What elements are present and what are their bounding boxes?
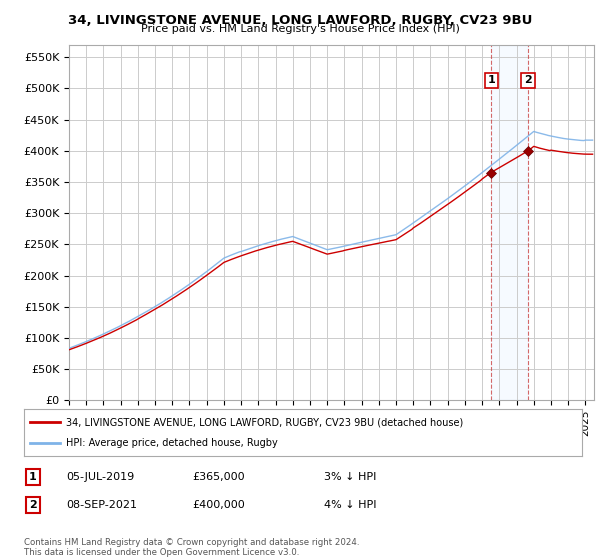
Text: 08-SEP-2021: 08-SEP-2021 xyxy=(66,500,137,510)
Text: 2: 2 xyxy=(29,500,37,510)
Text: HPI: Average price, detached house, Rugby: HPI: Average price, detached house, Rugb… xyxy=(66,438,278,448)
Text: 3% ↓ HPI: 3% ↓ HPI xyxy=(324,472,376,482)
Bar xyxy=(491,45,528,400)
Text: Price paid vs. HM Land Registry's House Price Index (HPI): Price paid vs. HM Land Registry's House … xyxy=(140,24,460,34)
Text: 34, LIVINGSTONE AVENUE, LONG LAWFORD, RUGBY, CV23 9BU: 34, LIVINGSTONE AVENUE, LONG LAWFORD, RU… xyxy=(68,14,532,27)
Text: Contains HM Land Registry data © Crown copyright and database right 2024.
This d: Contains HM Land Registry data © Crown c… xyxy=(24,538,359,557)
Text: 1: 1 xyxy=(488,76,495,85)
Text: 4% ↓ HPI: 4% ↓ HPI xyxy=(324,500,377,510)
Text: 05-JUL-2019: 05-JUL-2019 xyxy=(66,472,134,482)
Text: 34, LIVINGSTONE AVENUE, LONG LAWFORD, RUGBY, CV23 9BU (detached house): 34, LIVINGSTONE AVENUE, LONG LAWFORD, RU… xyxy=(66,417,463,427)
Text: 1: 1 xyxy=(29,472,37,482)
Text: £365,000: £365,000 xyxy=(192,472,245,482)
Text: £400,000: £400,000 xyxy=(192,500,245,510)
Text: 2: 2 xyxy=(524,76,532,85)
